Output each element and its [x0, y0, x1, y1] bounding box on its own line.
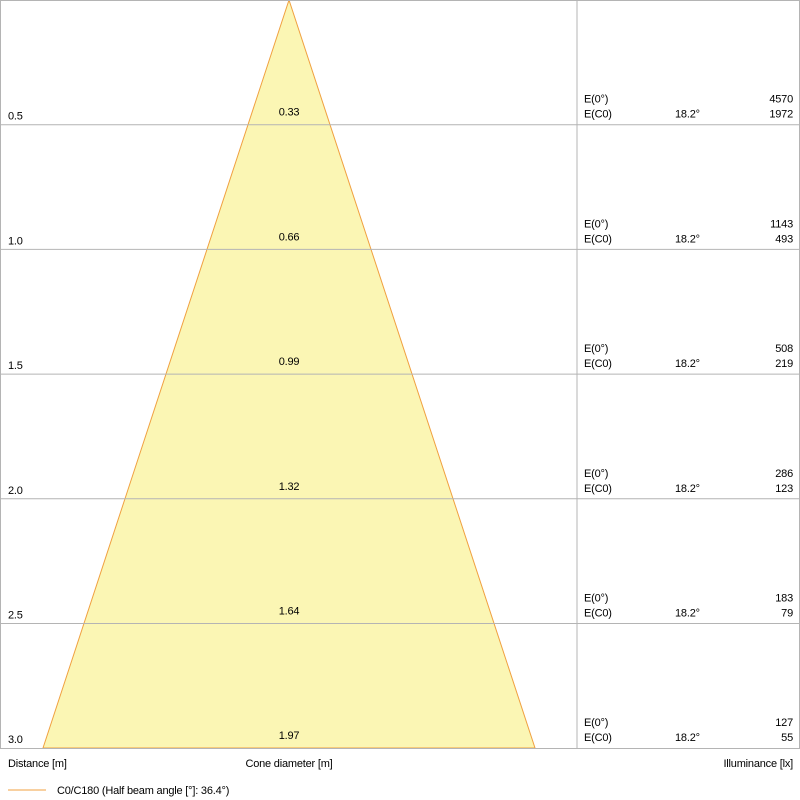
- cone-diameter: 0.66: [279, 231, 300, 243]
- e0-value: 508: [775, 343, 793, 355]
- ec0-label: E(C0): [584, 483, 612, 495]
- ec0-value: 123: [775, 483, 793, 495]
- ec0-label: E(C0): [584, 608, 612, 620]
- legend-text: C0/C180 (Half beam angle [°]: 36.4°): [57, 785, 229, 797]
- ec0-value: 219: [775, 358, 793, 370]
- distance: 0.5: [8, 111, 23, 123]
- ec0-value: 493: [775, 233, 793, 245]
- distance-header: Distance [m]: [8, 758, 67, 770]
- angle: 18.2°: [675, 732, 700, 744]
- angle: 18.2°: [675, 483, 700, 495]
- ec0-label: E(C0): [584, 233, 612, 245]
- e0-label: E(0°): [584, 94, 608, 106]
- angle: 18.2°: [675, 608, 700, 620]
- distance: 1.5: [8, 360, 23, 372]
- cone-diameter: 1.64: [279, 606, 300, 618]
- e0-label: E(0°): [584, 717, 608, 729]
- cone-diameter: 0.33: [279, 107, 300, 119]
- e0-label: E(0°): [584, 343, 608, 355]
- e0-value: 1143: [770, 218, 793, 230]
- e0-value: 286: [775, 468, 793, 480]
- e0-value: 127: [775, 717, 793, 729]
- ec0-value: 1972: [769, 109, 793, 121]
- distance: 3.0: [8, 734, 23, 746]
- angle: 18.2°: [675, 358, 700, 370]
- ec0-value: 79: [781, 608, 793, 620]
- cone-diameter: 1.32: [279, 481, 300, 493]
- e0-label: E(0°): [584, 468, 608, 480]
- e0-label: E(0°): [584, 593, 608, 605]
- angle: 18.2°: [675, 233, 700, 245]
- distance: 2.5: [8, 610, 23, 622]
- cone-diameter: 1.97: [279, 730, 300, 742]
- ec0-value: 55: [781, 732, 793, 744]
- distance: 1.0: [8, 235, 23, 247]
- distance: 2.0: [8, 485, 23, 497]
- diameter-header: Cone diameter [m]: [245, 758, 332, 770]
- ec0-label: E(C0): [584, 109, 612, 121]
- ec0-label: E(C0): [584, 732, 612, 744]
- cone-diameter: 0.99: [279, 356, 300, 368]
- e0-value: 183: [775, 593, 793, 605]
- e0-label: E(0°): [584, 218, 608, 230]
- angle: 18.2°: [675, 109, 700, 121]
- ec0-label: E(C0): [584, 358, 612, 370]
- illuminance-header: Illuminance [lx]: [723, 758, 793, 770]
- e0-value: 4570: [769, 94, 793, 106]
